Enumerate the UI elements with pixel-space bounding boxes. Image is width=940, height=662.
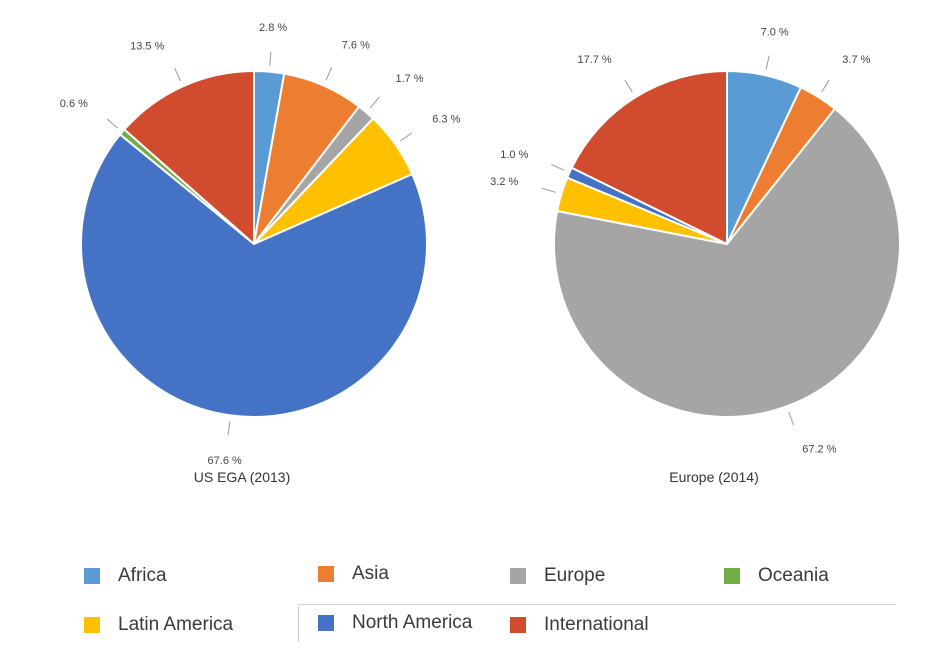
pct-label-africa: 2.8 % (259, 22, 287, 34)
legend-divider-horizontal (298, 604, 896, 605)
leader-line-oceania (106, 118, 118, 129)
leader-line-international (174, 67, 181, 82)
leader-line-international (624, 79, 633, 93)
pct-label-oceania: 0.6 % (60, 98, 88, 110)
pie-chart-us-ega: 2.8 % 7.6 % 1.7 % 6.3 % 67.6 % 0.6 % 13.5 % US … (60, 22, 461, 485)
legend: Africa Asia Europe Oceania Latin America… (0, 550, 940, 662)
legend-label-europe: Europe (544, 565, 606, 586)
leader-line-europe (788, 411, 795, 426)
pie-chart-europe: 7.0 % 3.7 % 67.2 % 3.2 % 1.0 % 17.7 % Europe (… (490, 26, 901, 485)
legend-label-latin-america: Latin America (118, 614, 234, 635)
legend-swatch-latin-america (84, 617, 100, 633)
leader-line-north-america (550, 163, 565, 171)
legend-label-asia: Asia (352, 563, 389, 584)
pie-slice-europe (553, 107, 901, 418)
pct-label-europe: 67.2 % (802, 444, 836, 456)
legend-swatch-international (510, 617, 526, 633)
pct-label-asia: 7.6 % (342, 39, 370, 51)
pct-label-africa: 7.0 % (761, 26, 789, 38)
legend-divider-vertical (298, 606, 299, 642)
legend-swatch-asia (318, 566, 334, 582)
leader-line-asia (325, 67, 333, 81)
leader-line-asia (821, 79, 830, 93)
legend-label-africa: Africa (118, 565, 167, 586)
legend-swatch-europe (510, 568, 526, 584)
leader-line-latin-america (542, 187, 556, 193)
pie-slice-international (570, 70, 728, 245)
pct-label-latin-america: 6.3 % (432, 113, 460, 125)
legend-swatch-oceania (724, 568, 740, 584)
pct-label-asia: 3.7 % (842, 54, 870, 66)
legend-item-north-america: North America (318, 611, 472, 635)
legend-item-oceania: Oceania (724, 564, 829, 588)
leader-line-africa (765, 55, 770, 70)
pie-charts: 2.8 % 7.6 % 1.7 % 6.3 % 67.6 % 0.6 % 13.5 % US … (60, 22, 901, 485)
pct-label-europe: 1.7 % (395, 73, 423, 85)
legend-label-oceania: Oceania (758, 565, 829, 586)
chart-title: Europe (2014) (669, 469, 759, 485)
legend-item-africa: Africa (84, 564, 167, 588)
leader-line-europe (369, 96, 380, 109)
chart-title: US EGA (2013) (194, 469, 291, 485)
legend-item-asia: Asia (318, 562, 389, 586)
leader-line-latin-america (400, 132, 413, 142)
legend-item-latin-america: Latin America (84, 613, 233, 637)
pie-slice-international (123, 70, 255, 245)
legend-swatch-africa (84, 568, 100, 584)
legend-label-north-america: North America (352, 612, 473, 633)
legend-item-international: International (510, 613, 649, 637)
pct-label-international: 13.5 % (130, 40, 164, 52)
pct-label-north-america: 1.0 % (500, 149, 528, 161)
leader-line-north-america (227, 421, 231, 436)
legend-label-international: International (544, 614, 649, 635)
pct-label-latin-america: 3.2 % (490, 176, 518, 188)
pct-label-north-america: 67.6 % (208, 455, 242, 467)
pct-label-international: 17.7 % (577, 54, 611, 66)
legend-item-europe: Europe (510, 564, 605, 588)
pie-slice-north-america (80, 133, 428, 418)
leader-line-africa (269, 51, 272, 66)
legend-swatch-north-america (318, 615, 334, 631)
